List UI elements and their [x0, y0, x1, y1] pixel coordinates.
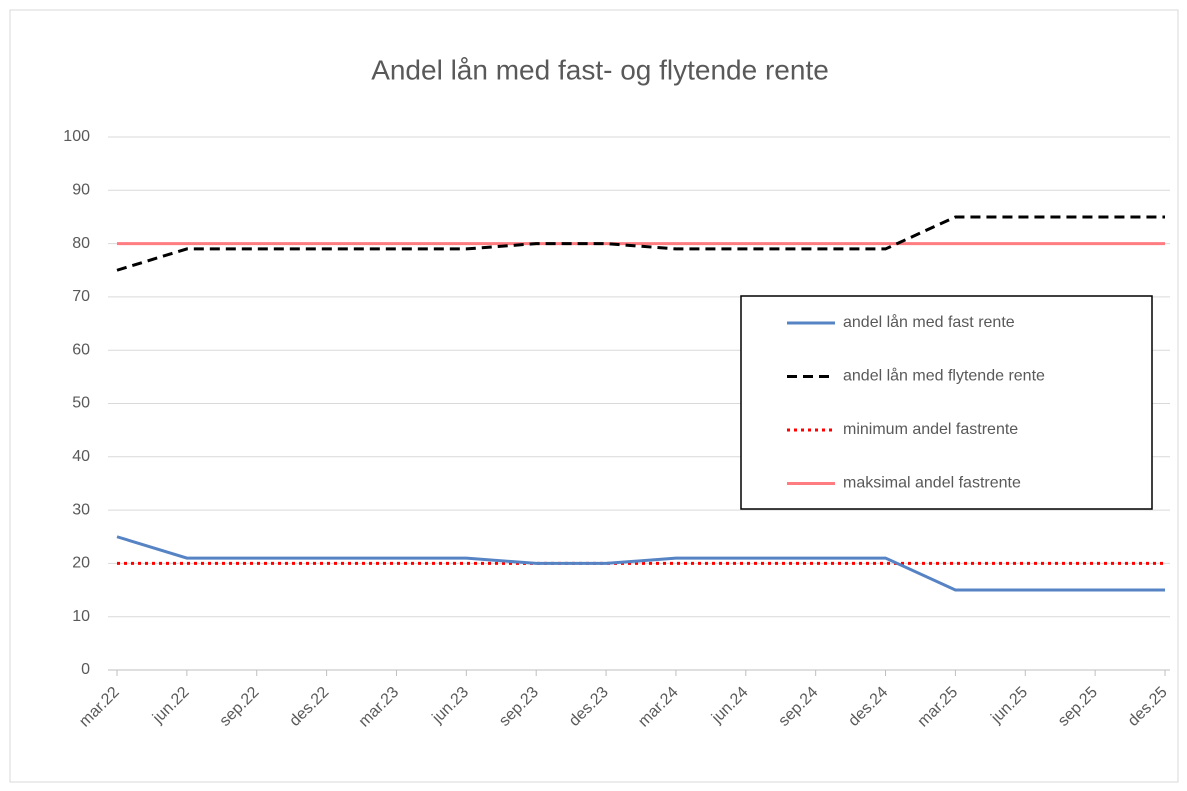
- legend-label: andel lån med flytende rente: [843, 367, 1045, 385]
- legend-label: maksimal andel fastrente: [843, 475, 1021, 492]
- y-tick-label: 50: [72, 395, 90, 412]
- y-tick-label: 10: [72, 608, 90, 625]
- series-line: [116, 535, 1165, 592]
- y-tick-label: 90: [72, 182, 90, 199]
- y-tick-label: 40: [72, 448, 90, 465]
- y-tick-label: 30: [72, 501, 90, 518]
- y-tick-label: 20: [72, 555, 90, 572]
- legend-label: minimum andel fastrente: [843, 421, 1018, 438]
- series-line: [116, 215, 1165, 272]
- legend-label: andel lån med fast rente: [843, 313, 1015, 331]
- y-tick-label: 100: [63, 128, 90, 145]
- y-tick-label: 70: [72, 288, 90, 305]
- legend-box: [740, 295, 1153, 510]
- y-tick-label: 80: [72, 235, 90, 252]
- y-tick-label: 0: [81, 661, 90, 678]
- y-tick-label: 60: [72, 341, 90, 358]
- chart-title: Andel lån med fast- og flytende rente: [371, 54, 829, 85]
